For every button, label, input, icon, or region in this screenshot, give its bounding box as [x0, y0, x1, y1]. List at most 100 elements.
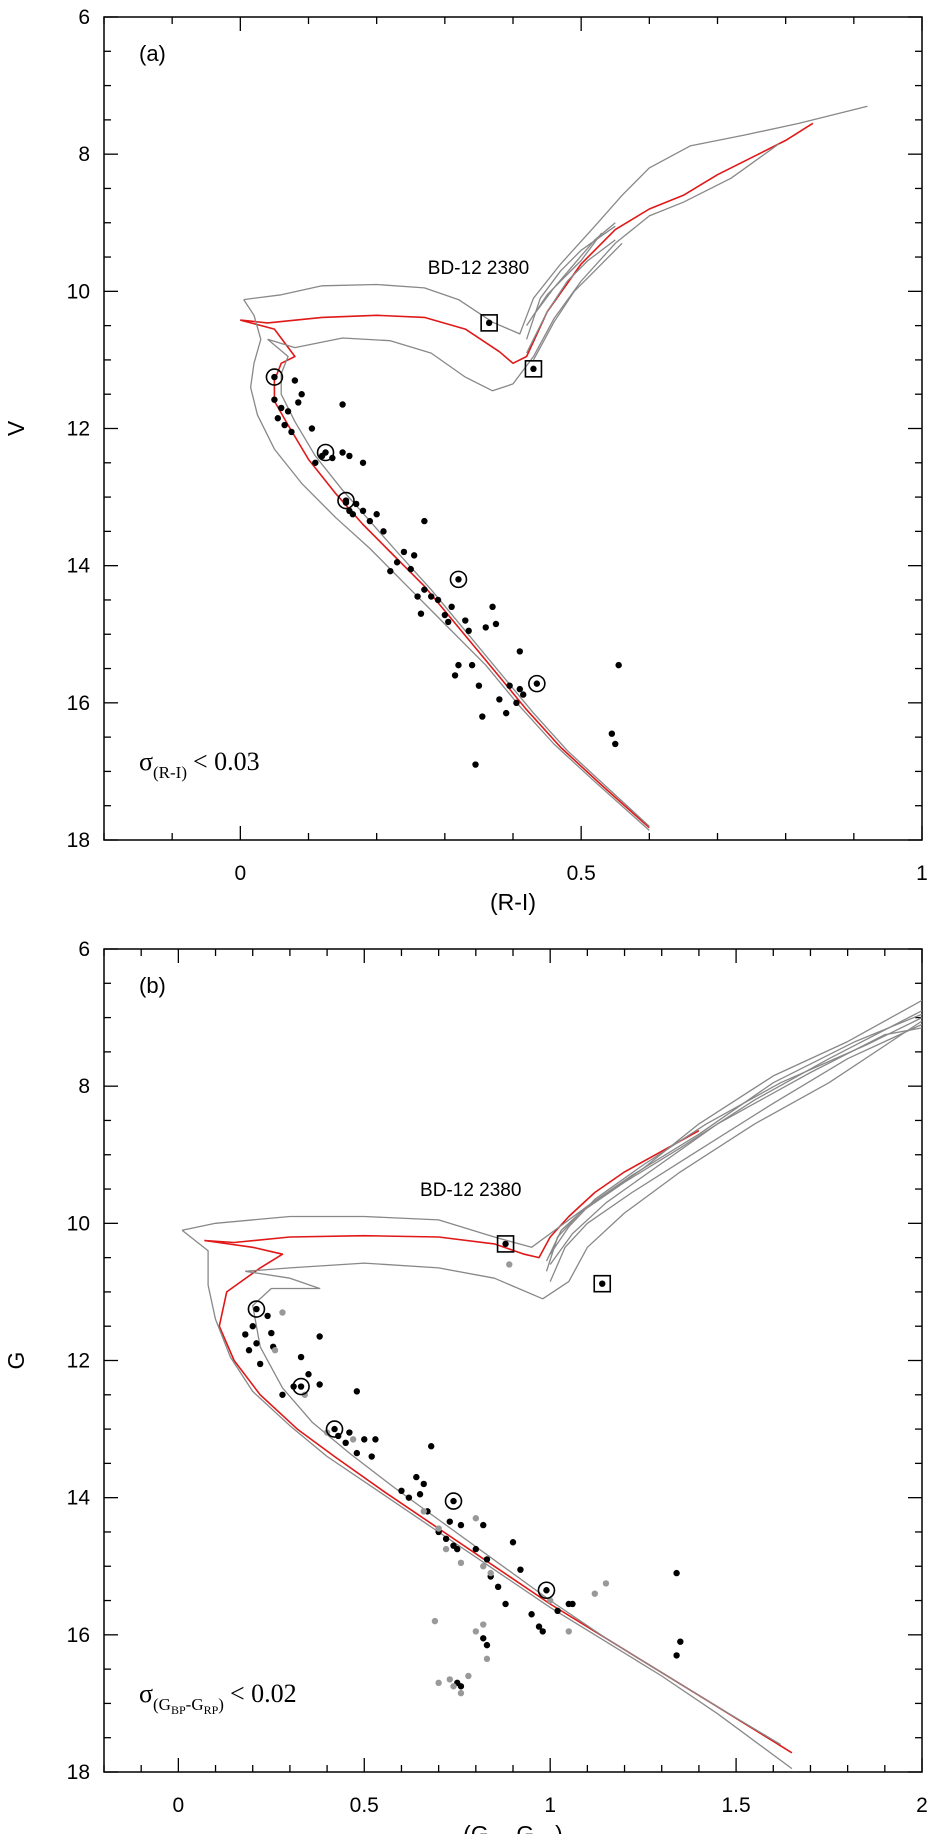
circled-star-ring [292, 1377, 310, 1396]
member-star [405, 1494, 413, 1501]
member-star [288, 428, 295, 436]
sigma-symbol: σ [139, 1679, 153, 1708]
member-star [342, 1439, 349, 1447]
member-star [428, 1443, 435, 1450]
circled-star-ring [337, 491, 355, 510]
non-member-star [565, 1628, 572, 1635]
y-tick-label: 10 [67, 1212, 90, 1235]
member-star [353, 1388, 361, 1395]
member-star [416, 1491, 424, 1498]
member-star [271, 396, 278, 403]
non-member-star [279, 1309, 286, 1316]
isochrone-branch-3 [545, 1013, 922, 1262]
member-star [455, 661, 462, 669]
non-member-star [457, 1689, 465, 1697]
member-star [339, 449, 346, 456]
member-star [445, 618, 452, 626]
member-star [442, 1535, 450, 1543]
y-tick-label: 18 [67, 1761, 90, 1784]
sigma-subscript-part: BP [171, 1703, 186, 1717]
x-tick-label: 0.5 [567, 862, 596, 885]
member-star [316, 1333, 323, 1340]
isochrone-older-lower [181, 1229, 793, 1770]
member-star [420, 1480, 427, 1488]
isochrone-younger [245, 1020, 922, 1300]
series-members [271, 377, 622, 768]
isochrone-best-fit [204, 1130, 700, 1259]
y-tick-label: 12 [67, 418, 90, 441]
non-member-star [487, 1569, 494, 1577]
circled-star-point [543, 1587, 550, 1594]
member-star [373, 511, 380, 518]
y-axis-title: V [3, 420, 29, 436]
x-axis-title: (R-I) [490, 889, 536, 915]
circled-star-point [271, 373, 278, 381]
x-tick-label: 2 [916, 1794, 928, 1817]
member-star [413, 1473, 420, 1481]
member-star [673, 1569, 680, 1577]
circled-star-ring [537, 1581, 556, 1600]
x-tick-label: 1 [916, 862, 928, 885]
member-star [673, 1652, 680, 1659]
member-star [483, 1641, 491, 1649]
member-star [468, 661, 476, 669]
member-star [398, 1487, 405, 1495]
x-tick-label: 1 [544, 1794, 556, 1817]
isochrones [240, 105, 868, 831]
sigma-note: σ(GBP-GRP) < 0.02 [139, 1679, 297, 1717]
member-star [380, 528, 387, 535]
member-star [441, 611, 449, 619]
non-member-star [591, 1590, 598, 1597]
circled-star-point [450, 1497, 457, 1505]
series-circled [265, 368, 546, 693]
panel-label: (b) [139, 973, 166, 998]
member-star [502, 709, 510, 717]
isochrone-branch-5 [549, 1027, 922, 1265]
boxed-star-point [502, 1240, 509, 1248]
member-star [462, 617, 469, 624]
non-member-star [483, 1655, 491, 1663]
circled-star-ring [528, 674, 546, 693]
member-star [483, 1556, 491, 1563]
circled-star-point [297, 1383, 305, 1390]
member-star [353, 1449, 361, 1457]
x-tick-label: 0.5 [350, 1794, 379, 1817]
member-star [359, 507, 367, 514]
circled-star-ring [316, 443, 335, 462]
isochrone-younger-lower [267, 338, 650, 827]
member-star [517, 1566, 524, 1573]
member-star [372, 1436, 379, 1443]
non-member-star [480, 1621, 487, 1628]
sigma-note: σ(R-I) < 0.03 [139, 747, 260, 782]
member-star [400, 548, 408, 556]
sigma-relation: < 0.02 [230, 1679, 297, 1708]
member-star [256, 1360, 264, 1368]
y-tick-label: 6 [78, 6, 90, 29]
x-tick-label: 1.5 [721, 1794, 750, 1817]
circled-star-point [331, 1425, 338, 1433]
member-star [535, 1623, 543, 1630]
member-star [242, 1331, 249, 1338]
y-tick-label: 14 [67, 1487, 91, 1510]
non-member-star [450, 1683, 457, 1690]
y-tick-label: 16 [67, 692, 90, 715]
sigma-symbol: σ [139, 747, 153, 776]
non-member-star [271, 1347, 279, 1354]
member-star [489, 603, 496, 611]
member-star [480, 1521, 487, 1529]
member-star [349, 511, 357, 518]
isochrone-best-fit-lower [204, 1239, 793, 1754]
non-member-star [472, 1628, 480, 1635]
boxed-star-point [599, 1280, 606, 1287]
circled-star-ring [449, 570, 468, 589]
member-star [393, 559, 401, 566]
member-star [295, 399, 302, 406]
isochrone-branch-2 [526, 239, 616, 354]
member-star [479, 713, 486, 720]
member-star [608, 730, 616, 737]
member-star [451, 672, 459, 679]
member-star [305, 1371, 312, 1378]
plot-frame [103, 16, 923, 841]
non-member-star [435, 1525, 442, 1532]
